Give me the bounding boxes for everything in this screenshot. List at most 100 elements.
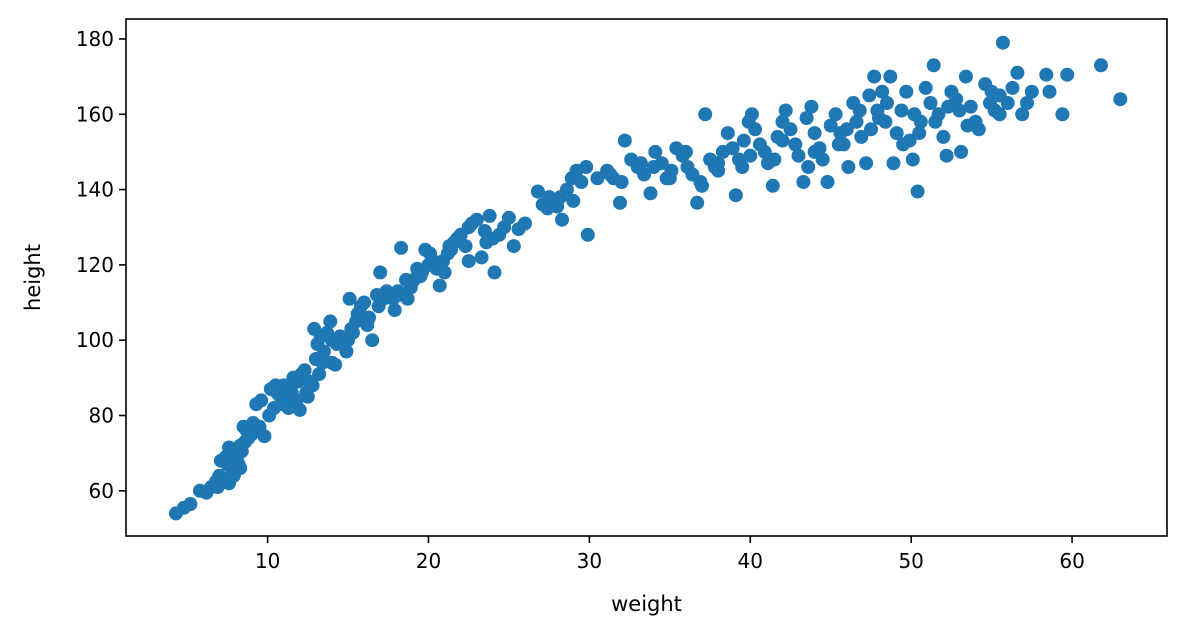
data-point <box>725 141 740 156</box>
data-point <box>518 216 532 231</box>
data-point <box>828 107 843 122</box>
data-point <box>862 88 877 103</box>
data-point <box>254 393 269 408</box>
data-point <box>971 122 986 137</box>
y-tick-label: 160 <box>76 102 114 126</box>
y-tick-label: 80 <box>89 404 114 428</box>
data-point <box>831 137 846 152</box>
data-point <box>590 171 605 186</box>
x-tick-label: 60 <box>1059 549 1084 573</box>
data-point <box>1113 92 1128 107</box>
data-point <box>918 80 933 95</box>
data-point <box>1005 80 1020 95</box>
data-point <box>783 122 798 137</box>
data-point <box>246 416 261 430</box>
data-point <box>315 355 330 370</box>
data-point <box>757 144 772 159</box>
data-point <box>218 449 233 464</box>
data-point <box>875 84 890 99</box>
data-point <box>530 184 545 199</box>
data-point <box>958 69 973 84</box>
data-point <box>849 114 864 129</box>
data-point <box>910 184 925 199</box>
data-point <box>637 167 652 182</box>
data-point <box>506 239 521 254</box>
data-point <box>807 126 822 141</box>
data-point <box>555 212 569 227</box>
y-axis-label: height <box>21 244 45 311</box>
data-point <box>939 148 954 163</box>
data-point <box>1060 67 1075 82</box>
data-point <box>442 239 457 254</box>
data-point <box>852 103 867 118</box>
data-point <box>241 431 256 446</box>
data-point <box>799 111 814 125</box>
data-point <box>275 397 290 412</box>
data-point <box>413 269 428 284</box>
data-point <box>995 35 1010 50</box>
data-point <box>690 195 705 210</box>
data-point <box>1015 107 1030 122</box>
data-point <box>963 99 978 114</box>
data-point <box>603 167 618 182</box>
data-point <box>302 374 317 389</box>
data-point <box>748 122 763 137</box>
y-tick-label: 60 <box>89 479 114 503</box>
data-point <box>482 208 497 223</box>
data-point <box>1010 65 1025 80</box>
data-point <box>952 103 967 118</box>
data-points <box>168 35 1128 521</box>
data-point <box>613 195 627 210</box>
data-point <box>365 333 380 348</box>
data-point <box>936 129 951 144</box>
data-point <box>796 175 811 189</box>
data-point <box>896 137 911 152</box>
data-point <box>268 378 283 393</box>
x-tick-label: 30 <box>577 549 602 573</box>
data-point <box>992 107 1007 122</box>
data-point <box>312 367 327 382</box>
data-point <box>339 344 354 359</box>
data-point <box>458 239 473 254</box>
x-tick-label: 10 <box>255 549 280 573</box>
y-tick-label: 180 <box>76 27 114 51</box>
data-point <box>316 344 331 359</box>
data-point <box>775 133 790 148</box>
data-point <box>954 144 969 159</box>
data-point <box>912 126 927 141</box>
data-point <box>883 69 898 84</box>
plot-frame <box>125 18 1168 537</box>
data-point <box>1024 84 1039 99</box>
data-point <box>437 265 452 280</box>
data-point <box>469 212 484 227</box>
data-point <box>894 103 909 118</box>
data-point <box>479 235 494 250</box>
data-point <box>461 254 476 269</box>
data-point <box>360 318 375 333</box>
data-point <box>678 144 693 159</box>
data-point <box>736 133 751 148</box>
x-axis-label: weight <box>611 592 682 616</box>
data-point <box>580 227 595 242</box>
data-point <box>907 107 922 122</box>
data-point <box>474 250 489 265</box>
data-point <box>421 257 436 272</box>
data-point <box>960 118 975 133</box>
data-point <box>801 160 816 174</box>
data-point <box>872 111 886 125</box>
x-tick-label: 40 <box>738 549 763 573</box>
data-point <box>720 126 735 141</box>
x-tick-label: 50 <box>898 549 923 573</box>
y-tick-label: 120 <box>76 253 114 277</box>
data-point <box>1039 67 1054 82</box>
data-point <box>324 355 339 370</box>
data-point <box>329 337 344 351</box>
data-point <box>342 291 357 306</box>
data-point <box>387 303 402 318</box>
data-point <box>867 69 882 84</box>
data-point <box>299 385 314 400</box>
data-point <box>905 152 920 167</box>
data-point <box>984 84 999 99</box>
data-point <box>370 288 384 302</box>
